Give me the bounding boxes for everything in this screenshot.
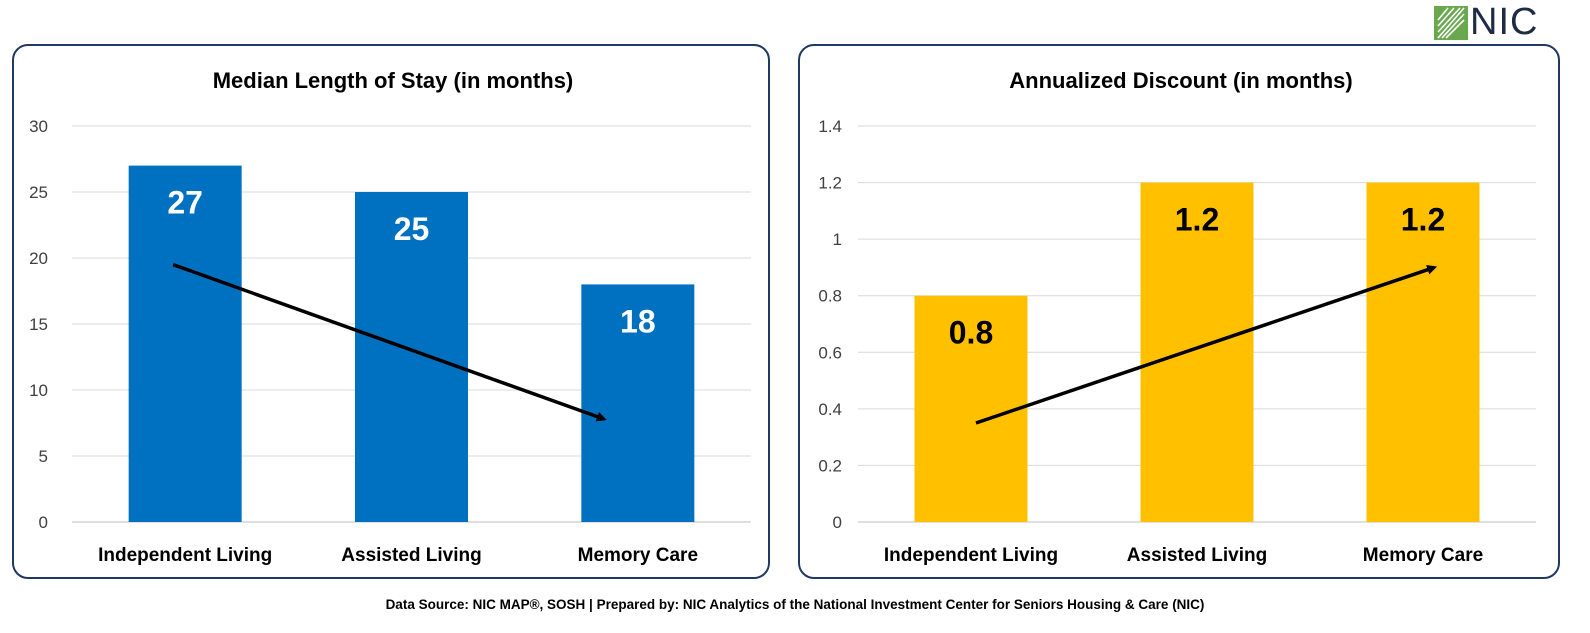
category-label: Memory Care — [578, 545, 698, 566]
trend-arrow — [975, 264, 1438, 425]
nic-logo-icon — [1434, 6, 1468, 40]
bar-data-label: 27 — [167, 185, 203, 221]
y-tick-label: 15 — [29, 315, 48, 334]
length-of-stay-chart: Median Length of Stay (in months) 0 5 10 15 2… — [29, 68, 751, 566]
y-tick-label: 25 — [29, 183, 48, 202]
y-tick-label: 1.4 — [818, 117, 842, 136]
bar — [1140, 182, 1254, 523]
y-tick-label: 30 — [29, 117, 48, 136]
y-tick-label: 0.4 — [818, 400, 842, 419]
y-tick-label: 0.8 — [818, 287, 842, 306]
annualized-discount-chart: Annualized Discount (in months) 0 0.2 0.4 0.… — [818, 68, 1536, 566]
category-label: Independent Living — [884, 545, 1058, 566]
chart-title: Median Length of Stay (in months) — [213, 68, 574, 93]
y-tick-label: 1.2 — [818, 174, 842, 193]
bar — [355, 192, 468, 522]
bar-data-label: 18 — [620, 303, 656, 339]
y-tick-label: 0 — [39, 513, 48, 532]
category-label: Independent Living — [98, 545, 272, 566]
y-tick-label: 10 — [29, 381, 48, 400]
data-source-footer: Data Source: NIC MAP®, SOSH | Prepared b… — [385, 597, 1205, 612]
y-tick-label: 20 — [29, 249, 48, 268]
category-label: Memory Care — [1363, 545, 1483, 566]
nic-logo: NIC — [1434, 1, 1560, 43]
chart-panel-annualized-discount: Annualized Discount (in months) 0 0.2 0.4 0.… — [798, 44, 1560, 579]
bar — [128, 165, 242, 522]
logo-text: NIC — [1470, 1, 1539, 43]
chart-panel-length-of-stay: Median Length of Stay (in months) 0 5 10 15 2… — [12, 44, 770, 579]
trend-arrow — [172, 262, 607, 422]
bar — [1366, 182, 1480, 523]
bar-data-label: 25 — [394, 211, 430, 247]
y-tick-label: 0.2 — [818, 456, 842, 475]
y-tick-label: 0 — [833, 513, 842, 532]
chart-title: Annualized Discount (in months) — [1009, 68, 1352, 93]
y-tick-label: 1 — [833, 230, 842, 249]
bar-data-label: 1.2 — [1401, 202, 1445, 238]
bar — [581, 284, 695, 522]
bar — [914, 295, 1028, 522]
bar-data-label: 1.2 — [1175, 202, 1219, 238]
category-label: Assisted Living — [1127, 545, 1267, 566]
y-tick-label: 5 — [39, 447, 48, 466]
y-tick-label: 0.6 — [818, 343, 842, 362]
bar-data-label: 0.8 — [949, 315, 993, 351]
category-label: Assisted Living — [341, 545, 481, 566]
